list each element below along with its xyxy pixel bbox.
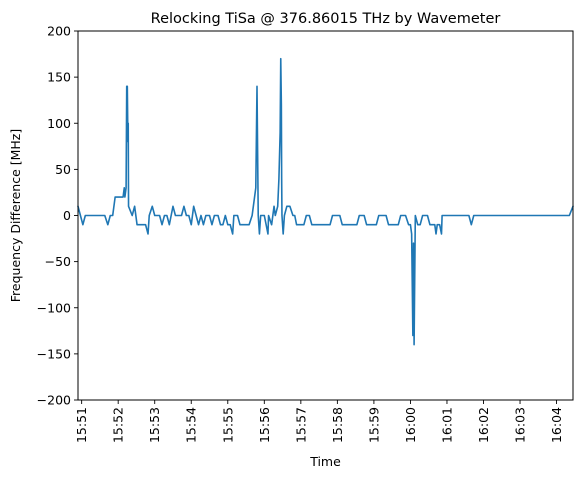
y-axis-label: Frequency Difference [MHz]	[8, 129, 23, 302]
y-tick-label: −200	[37, 393, 71, 408]
x-axis: 15:51 15:52 15:53 15:54 15:55 15:56 15:57 15:58…	[74, 400, 564, 443]
x-tick-label: 15:59	[366, 407, 381, 443]
plot-frame	[77, 30, 574, 401]
series-line	[77, 57, 574, 346]
chart-title: Relocking TiSa @ 376.86015 THz by Waveme…	[151, 11, 501, 27]
y-tick-label: 200	[47, 24, 71, 39]
x-tick-label: 16:04	[549, 407, 564, 443]
y-axis: −200 −150 −100 −50 0 50 100 150 200	[37, 24, 78, 408]
y-tick-label: 150	[47, 70, 71, 85]
x-tick-label: 15:52	[111, 407, 126, 443]
y-tick-label: −100	[37, 300, 71, 315]
x-tick-label: 15:53	[147, 407, 162, 443]
x-tick-label: 16:02	[476, 407, 491, 443]
x-tick-label: 15:58	[330, 407, 345, 443]
x-tick-label: 16:01	[439, 407, 454, 443]
y-tick-label: 50	[55, 162, 71, 177]
x-tick-label: 15:54	[184, 407, 199, 443]
x-tick-label: 16:03	[513, 407, 528, 443]
y-tick-label: −150	[37, 346, 71, 361]
x-axis-label: Time	[309, 454, 341, 469]
x-tick-label: 15:56	[257, 407, 272, 443]
x-tick-label: 15:51	[74, 407, 89, 443]
x-tick-label: 15:55	[220, 407, 235, 443]
y-tick-label: 0	[63, 208, 71, 223]
x-tick-label: 16:00	[403, 407, 418, 443]
x-tick-label: 15:57	[293, 407, 308, 443]
y-tick-label: 100	[47, 116, 71, 131]
y-tick-label: −50	[45, 254, 71, 269]
